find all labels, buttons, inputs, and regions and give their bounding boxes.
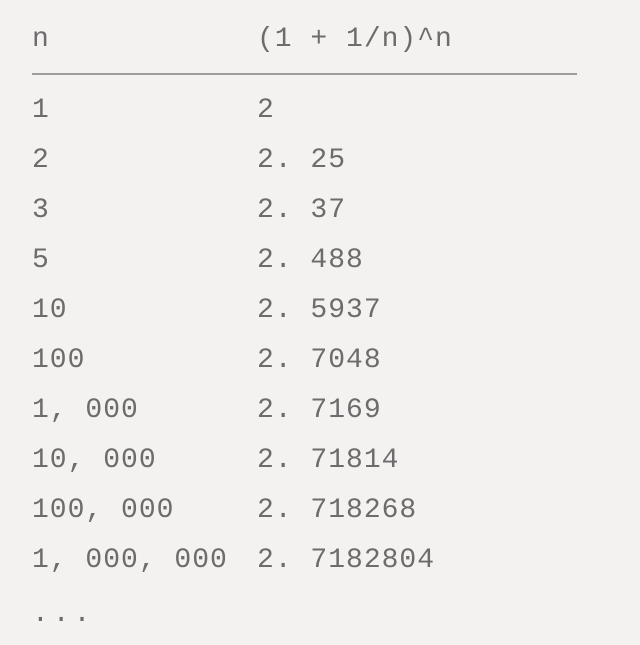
cell-n: 10 <box>32 295 68 326</box>
cell-value: 2. 7048 <box>257 345 382 376</box>
cell-value: 2. 37 <box>257 195 346 226</box>
table-row: 10, 000 2. 71814 <box>32 445 608 495</box>
cell-n: 5 <box>32 245 50 276</box>
cell-n: 10, 000 <box>32 445 157 476</box>
cell-value: 2. 7182804 <box>257 545 435 576</box>
cell-n: 100 <box>32 345 85 376</box>
cell-value: 2. 71814 <box>257 445 399 476</box>
cell-n: 3 <box>32 195 50 226</box>
ellipsis: ... <box>32 599 94 630</box>
table-row: 10 2. 5937 <box>32 295 608 345</box>
table-row: 3 2. 37 <box>32 195 608 245</box>
column-header-n: n <box>32 24 50 55</box>
cell-n: 100, 000 <box>32 495 174 526</box>
ellipsis-row: ... <box>32 595 608 630</box>
cell-value: 2. 25 <box>257 145 346 176</box>
table-row: 1, 000 2. 7169 <box>32 395 608 445</box>
cell-value: 2 <box>257 95 275 126</box>
table-row: 5 2. 488 <box>32 245 608 295</box>
cell-n: 1 <box>32 95 50 126</box>
euler-limit-table: n (1 + 1/n)^n 1 2 2 2. 25 3 2. 37 5 2. 4… <box>32 24 608 630</box>
cell-n: 2 <box>32 145 50 176</box>
cell-value: 2. 7169 <box>257 395 382 426</box>
column-header-formula: (1 + 1/n)^n <box>257 24 453 55</box>
cell-value: 2. 488 <box>257 245 364 276</box>
cell-value: 2. 718268 <box>257 495 417 526</box>
header-divider <box>32 73 577 75</box>
table-row: 1, 000, 000 2. 7182804 <box>32 545 608 595</box>
table-row: 2 2. 25 <box>32 145 608 195</box>
table-row: 1 2 <box>32 95 608 145</box>
table-row: 100 2. 7048 <box>32 345 608 395</box>
table-header-row: n (1 + 1/n)^n <box>32 24 608 73</box>
cell-n: 1, 000 <box>32 395 139 426</box>
table-row: 100, 000 2. 718268 <box>32 495 608 545</box>
cell-value: 2. 5937 <box>257 295 382 326</box>
cell-n: 1, 000, 000 <box>32 545 228 576</box>
